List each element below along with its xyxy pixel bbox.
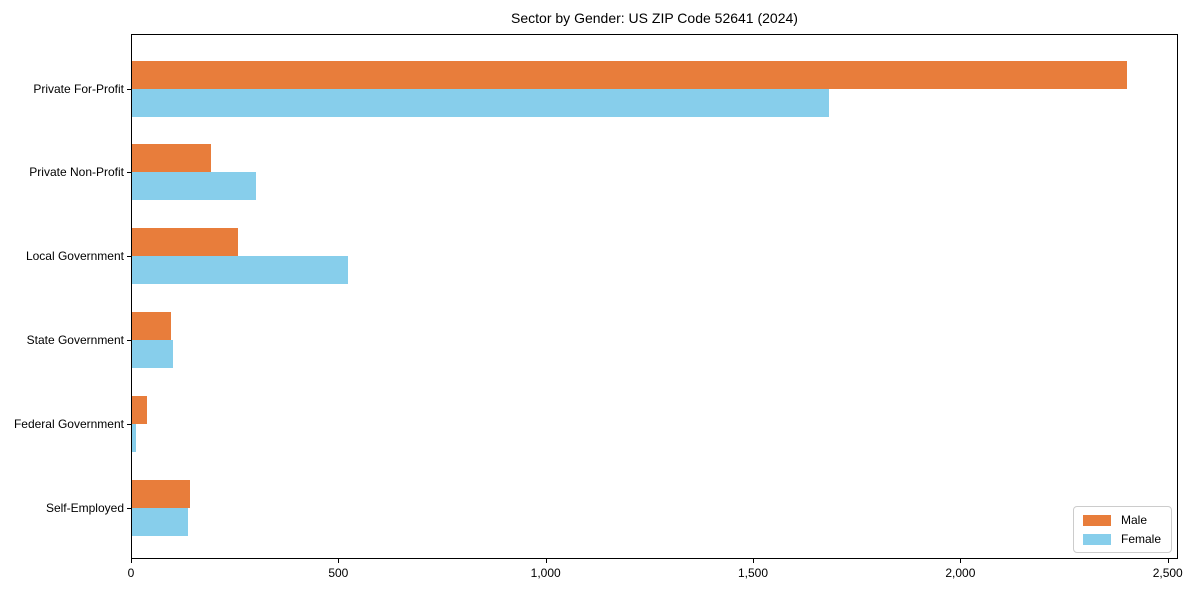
bar-female [132,340,174,369]
y-tick-mark [127,508,131,509]
legend-swatch-female [1082,533,1111,545]
x-tick-mark [131,559,132,563]
y-tick-label: Private For-Profit [33,81,124,96]
bar-male [132,480,191,508]
y-tick-label: Local Government [25,249,124,264]
x-tick-mark [338,559,340,563]
plot-area: Male Female [131,34,1178,559]
bar-female [132,424,137,453]
x-tick-mark [753,559,755,563]
legend-label: Male [1120,513,1147,527]
bar-male [132,396,147,425]
y-tick-label: Federal Government [13,417,124,432]
bar-male [132,144,211,173]
y-tick-mark [127,172,131,174]
bar-female [132,172,257,201]
x-tick-label: 2,500 [1152,566,1183,580]
y-tick-mark [127,424,131,426]
bar-female [132,88,829,117]
bar-male [132,60,1128,89]
y-tick-label: Private Non-Profit [29,165,124,180]
legend: Male Female [1072,506,1172,553]
y-tick-mark [127,340,131,342]
legend-swatch-male [1082,514,1111,526]
x-tick-label: 500 [328,566,349,580]
bar-male [132,312,172,341]
y-tick-label: State Government [26,333,124,348]
x-tick-mark [545,559,547,563]
x-tick-label: 0 [127,566,135,580]
x-tick-label: 1,500 [738,566,769,580]
y-tick-label: Self-Employed [45,501,124,515]
x-tick-mark [1167,559,1169,563]
chart-title: Sector by Gender: US ZIP Code 52641 (202… [511,10,798,26]
legend-entry-female: Female [1082,532,1161,546]
bar-female [132,256,348,285]
legend-label: Female [1120,532,1161,546]
y-tick-mark [127,88,131,90]
bar-male [132,228,238,257]
x-tick-label: 1,000 [530,566,561,580]
legend-entry-male: Male [1082,513,1161,527]
y-tick-mark [127,256,131,258]
x-tick-label: 2,000 [945,566,976,580]
bar-female [132,508,188,536]
x-tick-mark [960,559,962,563]
